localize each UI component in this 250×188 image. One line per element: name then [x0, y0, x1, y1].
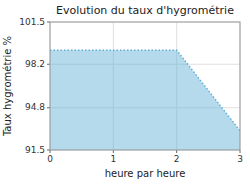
x-tick-label: 1	[110, 154, 116, 164]
chart-container: 91.5 94.8 98.2 101.5 0 1 2 3 Evolution du taux d…	[0, 0, 250, 188]
x-tick-label: 2	[174, 154, 180, 164]
plot-background	[50, 22, 240, 150]
y-axis-label: Taux hygrométrie %	[2, 36, 13, 137]
plot-frame	[50, 22, 240, 150]
x-axis-label: heure par heure	[105, 168, 186, 179]
grid	[50, 22, 240, 150]
data-group	[50, 50, 240, 150]
title: Evolution du taux d'hygrométrie	[56, 4, 234, 17]
y-tick-label: 94.8	[25, 102, 45, 112]
chart-svg: 91.5 94.8 98.2 101.5 0 1 2 3 Evolution du taux d…	[0, 0, 250, 188]
line	[50, 50, 240, 131]
area	[50, 50, 240, 150]
y-tick-label: 91.5	[25, 145, 45, 155]
x-tick-label: 3	[237, 154, 243, 164]
y-tick-label: 98.2	[25, 59, 45, 69]
y-tick-label: 101.5	[19, 17, 45, 27]
x-tick-label: 0	[47, 154, 53, 164]
